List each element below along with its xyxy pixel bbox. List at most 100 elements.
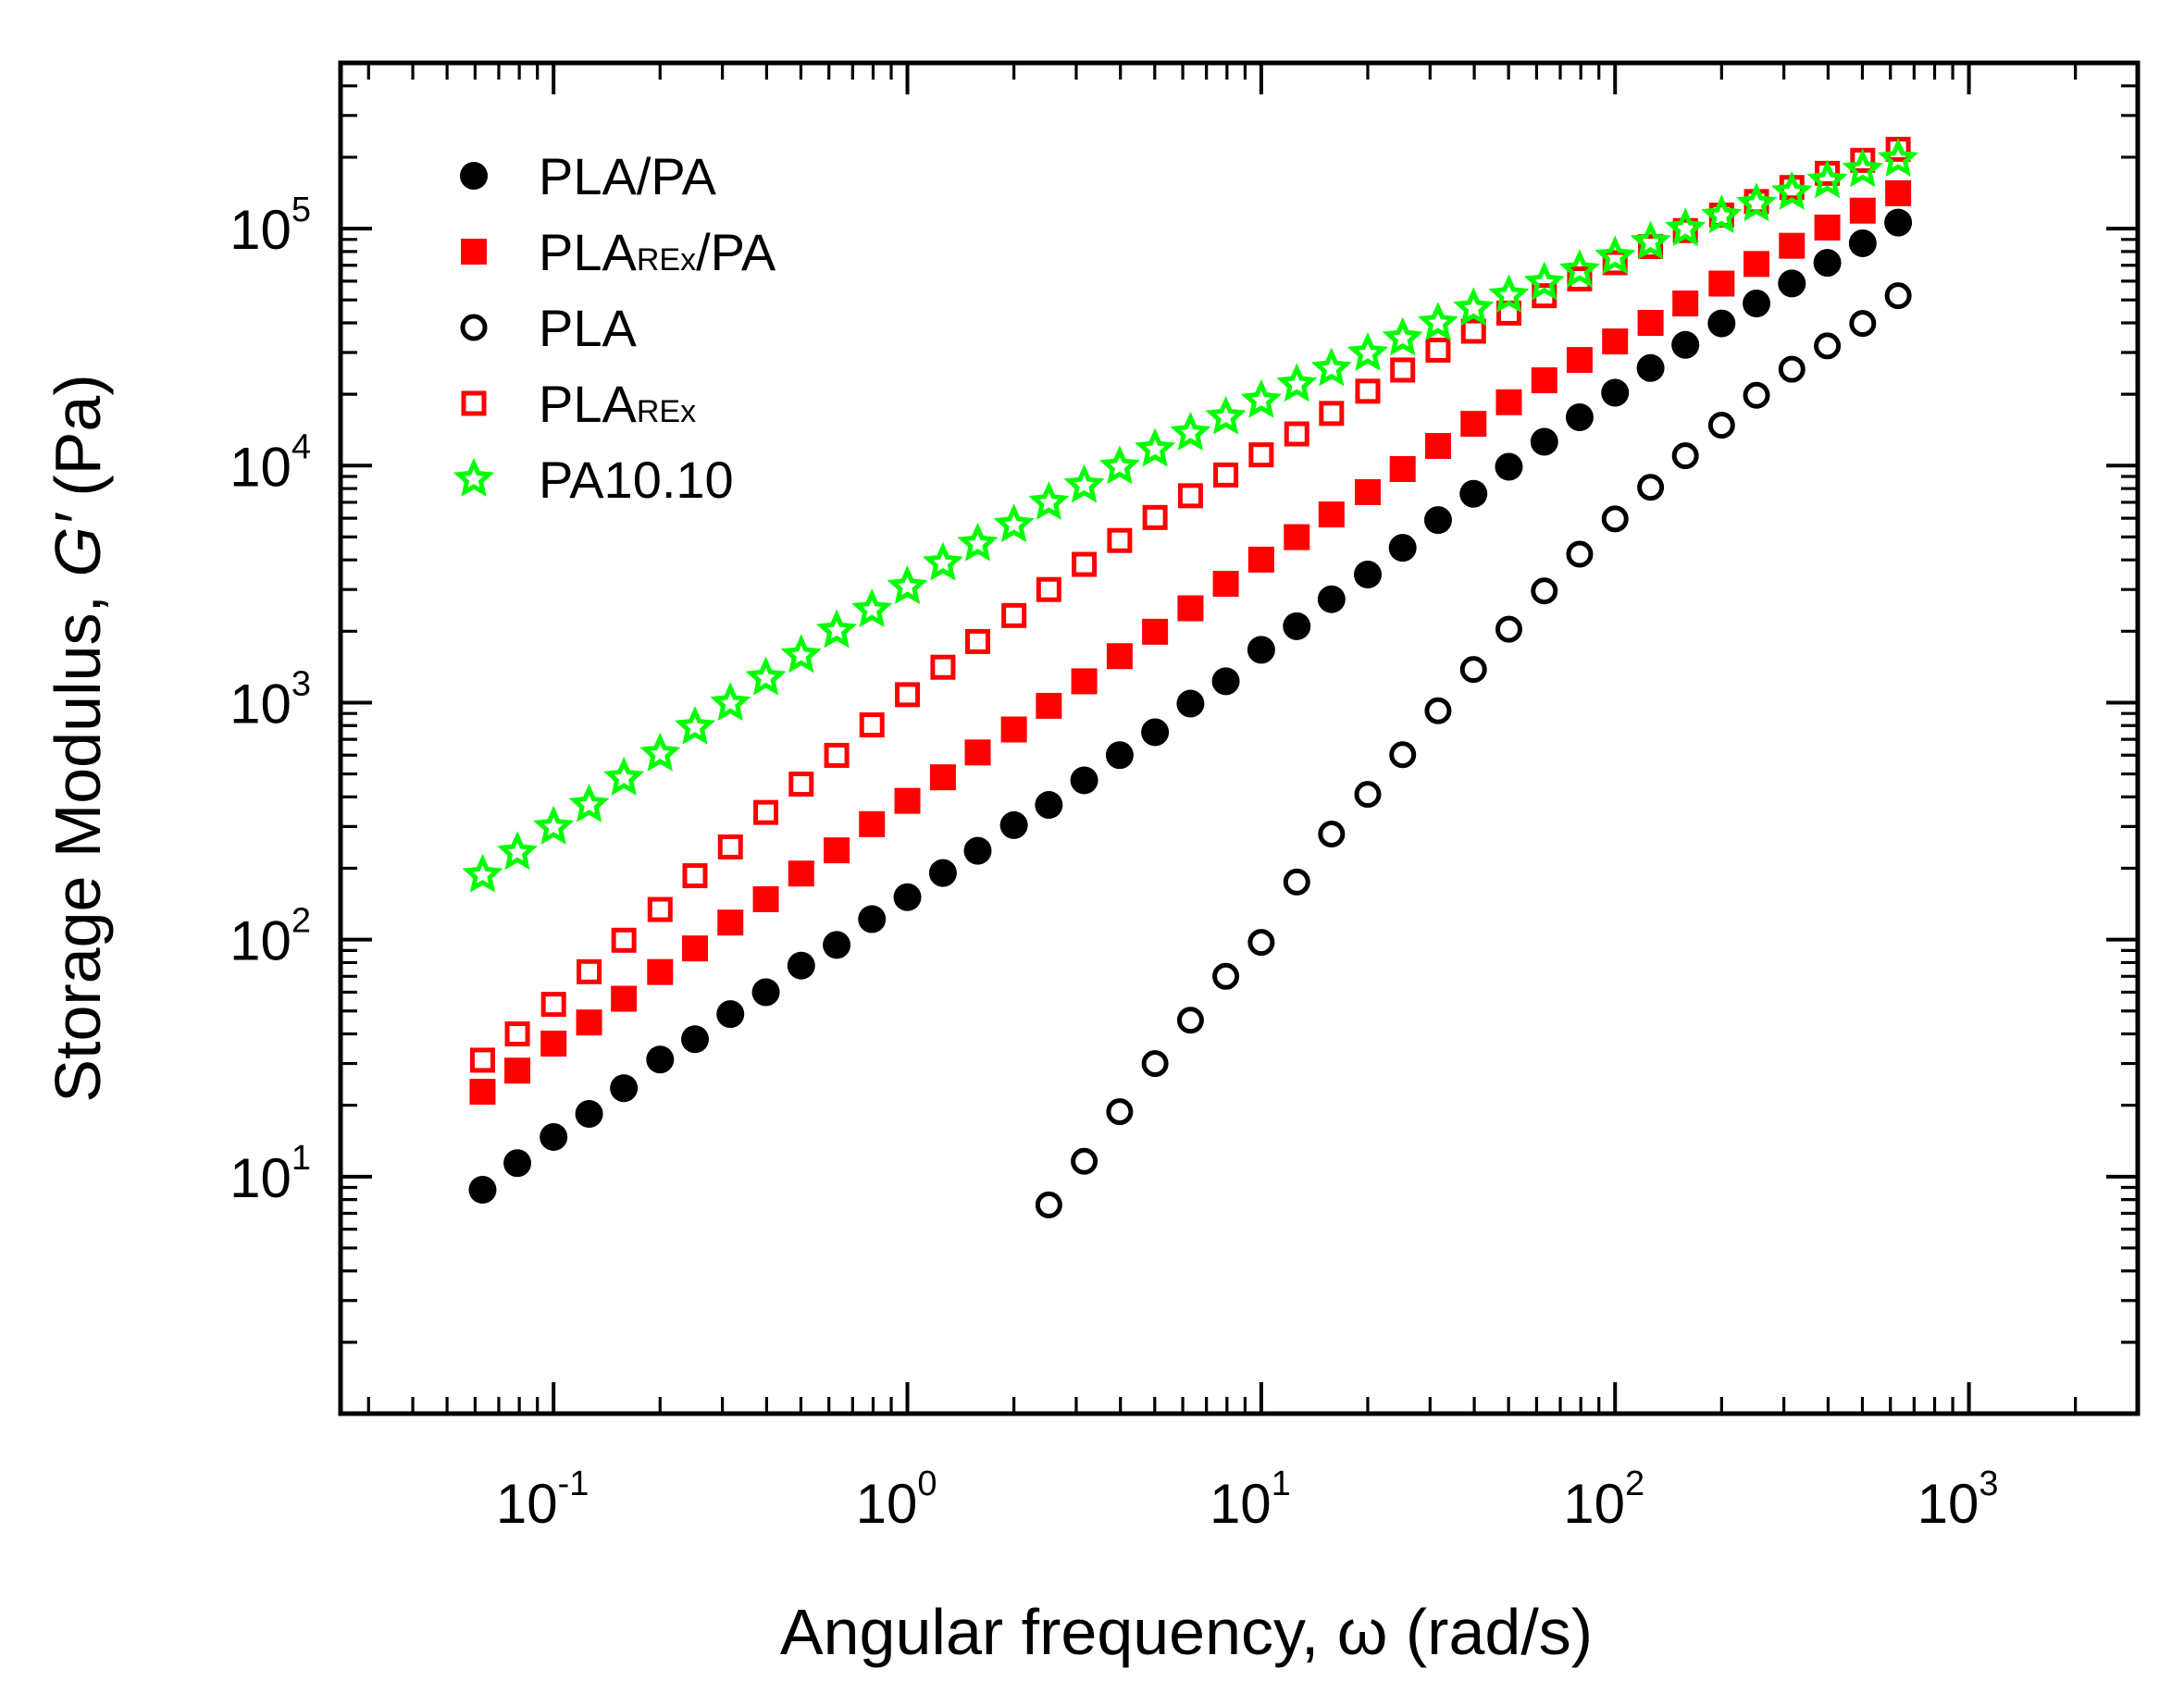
data-point (1105, 741, 1134, 770)
data-point (1531, 367, 1557, 394)
data-point (1063, 464, 1105, 503)
data-point (851, 588, 893, 627)
data-point (893, 883, 922, 911)
data-point (1453, 287, 1495, 327)
data-point (682, 863, 708, 889)
data-point (469, 1047, 495, 1073)
data-point (540, 1031, 567, 1057)
x-tick-label: 100 (856, 1465, 937, 1535)
data-point (780, 634, 822, 674)
data-point (1247, 929, 1275, 957)
data-point (568, 783, 610, 822)
data-point (1310, 347, 1352, 387)
data-point (1354, 478, 1381, 505)
data-point (1247, 636, 1275, 664)
data-point (887, 565, 928, 604)
data-point (1708, 270, 1735, 297)
data-point (1000, 716, 1027, 743)
data-point (753, 799, 779, 825)
data-point (1630, 220, 1671, 260)
data-point (1778, 269, 1806, 298)
y-tick-labels: 101 102 103 104 105 (230, 191, 311, 1209)
legend-item: PLAREx/PA (461, 223, 776, 281)
data-point (716, 1000, 745, 1029)
legend-marker (461, 390, 487, 416)
data-point (1495, 615, 1522, 643)
series-PA10.10 (462, 138, 1919, 893)
data-point (1284, 421, 1309, 447)
data-point (1530, 427, 1558, 456)
data-point (1459, 479, 1488, 508)
data-point (1459, 656, 1487, 684)
data-point (895, 682, 921, 708)
data-point (1559, 249, 1600, 288)
data-point (646, 1045, 675, 1074)
data-point (1707, 412, 1735, 439)
legend-label: PLA/PA (539, 147, 717, 205)
data-point (1638, 233, 1664, 259)
data-point (533, 805, 575, 845)
data-point (1885, 179, 1912, 206)
legend-marker (453, 457, 495, 497)
data-point (1248, 442, 1274, 468)
data-point (1001, 602, 1027, 628)
data-point (717, 909, 744, 936)
data-point (1389, 455, 1416, 482)
y-tick-label: 101 (230, 1139, 311, 1209)
data-point (1283, 612, 1311, 640)
data-point (1566, 347, 1593, 374)
data-point (1460, 411, 1487, 438)
data-point (1672, 290, 1699, 317)
data-point (1205, 395, 1247, 435)
data-point (1566, 540, 1594, 568)
data-point (1806, 159, 1848, 199)
legend-marker (460, 162, 488, 190)
data-point (922, 541, 963, 581)
data-point (823, 931, 851, 959)
data-point (1884, 282, 1912, 310)
data-point (1779, 232, 1806, 259)
data-point (1346, 331, 1389, 371)
data-point (963, 836, 992, 865)
data-point (1213, 462, 1239, 488)
data-point (1424, 697, 1452, 724)
y-tick-label: 105 (230, 191, 311, 261)
data-point (504, 1021, 530, 1047)
data-point (1247, 546, 1274, 573)
data-point (1460, 318, 1486, 344)
series-PLA (1035, 282, 1912, 1218)
legend-label: PLAREx/PA (539, 223, 776, 281)
data-point (1106, 1098, 1134, 1126)
data-point (1071, 668, 1098, 695)
data-point (1318, 501, 1345, 528)
data-point (681, 1025, 710, 1054)
data-point (1319, 401, 1345, 426)
data-point (752, 886, 779, 913)
legend-label: PA10.10 (539, 451, 734, 509)
data-point (1389, 741, 1417, 769)
data-point (1736, 182, 1778, 222)
data-point (1531, 577, 1558, 605)
data-point (1177, 483, 1203, 509)
data-point (717, 834, 743, 859)
data-point (788, 772, 814, 797)
data-point (1884, 208, 1913, 237)
data-point (1636, 353, 1665, 382)
data-point (1743, 381, 1770, 409)
data-point (1601, 378, 1630, 407)
data-point (1142, 504, 1168, 530)
data-point (788, 860, 814, 887)
data-point (894, 787, 921, 814)
data-point (1354, 781, 1382, 809)
legend-marker (460, 314, 488, 341)
data-point (928, 859, 957, 887)
data-point (957, 522, 999, 562)
data-point (993, 503, 1035, 543)
data-point (1849, 197, 1876, 224)
data-point (1036, 692, 1062, 719)
data-point (751, 978, 780, 1007)
data-point (639, 732, 681, 772)
x-tick-labels: 10-1 100 101 102 103 (496, 1465, 1999, 1535)
data-point (503, 1149, 532, 1178)
data-point (1318, 820, 1346, 847)
